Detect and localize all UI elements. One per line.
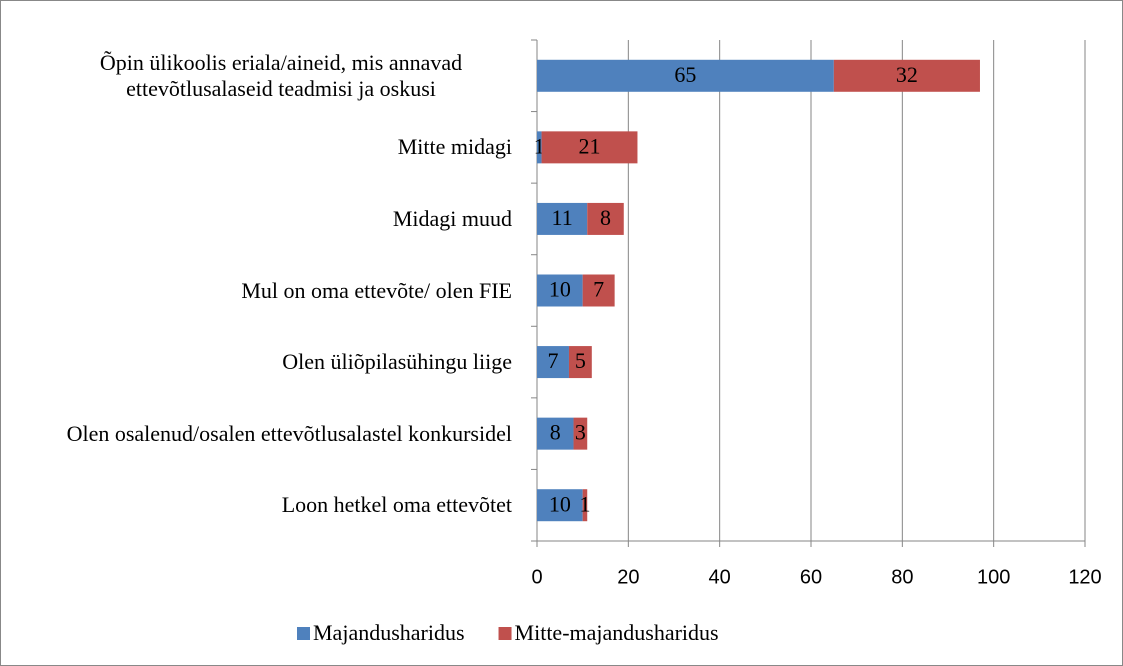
category-text: Olen osalenud/osalen ettevõtlusalastel k… bbox=[66, 420, 512, 446]
category-text: Loon hetkel oma ettevõtet bbox=[281, 492, 512, 518]
x-tick-label: 0 bbox=[531, 566, 542, 588]
bar bbox=[537, 131, 542, 164]
bar bbox=[582, 274, 615, 307]
bar bbox=[573, 417, 588, 450]
value-label: 11 bbox=[552, 205, 573, 230]
x-tick-label: 120 bbox=[1068, 566, 1101, 588]
x-tick-label: 80 bbox=[891, 566, 913, 588]
value-label: 5 bbox=[575, 348, 586, 373]
value-label: 10 bbox=[549, 491, 571, 516]
category-text: Midagi muud bbox=[392, 205, 512, 231]
value-label: 7 bbox=[547, 348, 558, 373]
value-label: 3 bbox=[575, 420, 586, 445]
bar bbox=[587, 202, 624, 235]
category-text: Õpin ülikoolis eriala/aineid, mis annava… bbox=[99, 49, 463, 101]
category-label: Mitte midagi bbox=[0, 134, 512, 160]
bar bbox=[537, 202, 588, 235]
value-label: 1 bbox=[534, 133, 545, 158]
value-label: 32 bbox=[896, 62, 918, 87]
bar bbox=[541, 131, 638, 164]
category-text: Olen üliõpilasühingu liige bbox=[282, 349, 512, 375]
value-label: 21 bbox=[579, 133, 601, 158]
value-label: 65 bbox=[674, 62, 696, 87]
category-text: Mul on oma ettevõte/ olen FIE bbox=[241, 277, 512, 303]
x-tick-label: 20 bbox=[617, 566, 639, 588]
legend-label: Majandusharidus bbox=[313, 620, 465, 645]
x-tick-label: 60 bbox=[800, 566, 822, 588]
category-label: Olen osalenud/osalen ettevõtlusalastel k… bbox=[0, 421, 512, 447]
category-label: Mul on oma ettevõte/ olen FIE bbox=[0, 278, 512, 304]
x-tick-label: 100 bbox=[977, 566, 1010, 588]
legend-swatch bbox=[498, 627, 512, 640]
category-label: Loon hetkel oma ettevõtet bbox=[0, 492, 512, 518]
legend-label: Mitte-majandusharidus bbox=[515, 620, 719, 645]
value-label: 1 bbox=[579, 491, 590, 516]
value-label: 7 bbox=[593, 277, 604, 302]
category-text: Mitte midagi bbox=[397, 134, 512, 160]
value-label: 10 bbox=[549, 277, 571, 302]
bar bbox=[568, 346, 592, 379]
bar bbox=[537, 346, 569, 379]
bar bbox=[537, 489, 583, 522]
value-label: 8 bbox=[550, 420, 561, 445]
bar bbox=[833, 59, 980, 92]
x-tick-label: 40 bbox=[709, 566, 731, 588]
category-label: Midagi muud bbox=[0, 206, 512, 232]
bar bbox=[537, 417, 574, 450]
value-label: 8 bbox=[600, 205, 611, 230]
category-label: Olen üliõpilasühingu liige bbox=[0, 349, 512, 375]
category-label: Õpin ülikoolis eriala/aineid, mis annava… bbox=[0, 50, 512, 102]
bar bbox=[537, 274, 583, 307]
bar bbox=[537, 59, 834, 92]
legend-swatch bbox=[297, 627, 310, 640]
bar bbox=[582, 489, 588, 522]
